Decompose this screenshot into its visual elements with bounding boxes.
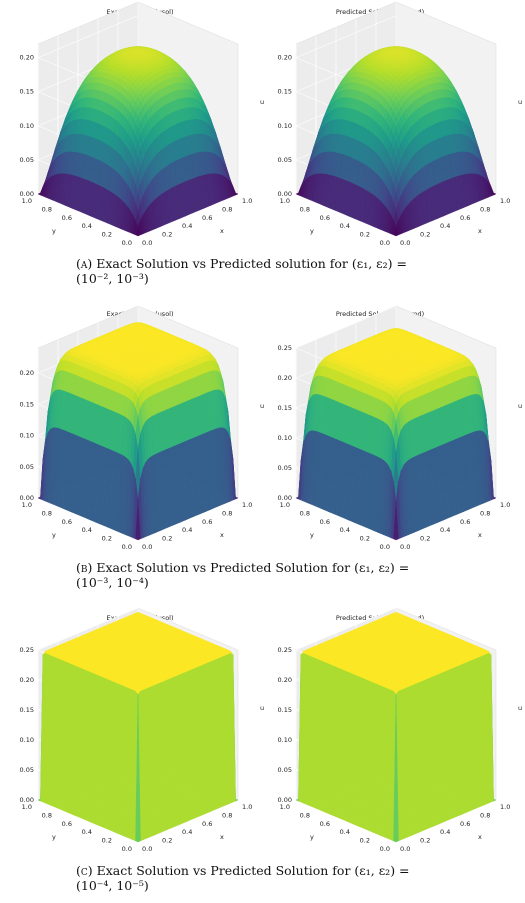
y-tick-label: 1.0 — [22, 501, 32, 509]
x-tick-label: 0.0 — [142, 543, 152, 551]
x-tick-label: 0.8 — [480, 205, 490, 213]
z-tick-label: 0.20 — [20, 369, 34, 377]
surface — [37, 322, 239, 541]
caption-label: (a) — [76, 256, 93, 271]
x-tick-label: 0.6 — [202, 214, 212, 222]
z-tick-label: 0.20 — [278, 54, 292, 62]
x-axis-label: x — [220, 531, 224, 539]
y-axis-label: y — [52, 531, 56, 539]
x-tick-label: 1.0 — [242, 501, 252, 509]
z-tick-label: 0.15 — [278, 88, 292, 96]
z-tick-label: 0.05 — [20, 463, 34, 471]
x-tick-label: 0.4 — [182, 526, 192, 534]
y-tick-label: 0.6 — [62, 214, 72, 222]
surface-plot-a-exact: 0.00 0.05 0.10 0.15 0.20 0.0 0.2 0.4 0.6 0.8 1.0 0.… — [20, 1, 264, 247]
x-tick-label: 0.8 — [222, 509, 232, 517]
surface-plot-b-pred: 0.000.050.100.150.200.250.00.20.40.60.81… — [278, 305, 522, 551]
caption-a: (a) Exact Solution vs Predicted solution… — [76, 256, 446, 286]
y-tick-label: 0.4 — [82, 222, 92, 230]
caption-text: Exact Solution vs Predicted solution for… — [76, 256, 407, 286]
x-tick-label: 0.0 — [142, 239, 152, 247]
x-axis-label: x — [478, 227, 482, 235]
z-tick-label: 0.10 — [20, 122, 34, 130]
x-tick-label: 0.6 — [202, 518, 212, 526]
y-tick-label: 0.0 — [122, 239, 132, 247]
y-tick-label: 0.6 — [320, 214, 330, 222]
x-tick-label: 0.6 — [460, 214, 470, 222]
z-axis-label: u — [260, 98, 264, 106]
z-tick-label: 0.10 — [20, 432, 34, 440]
z-axis-label: u — [518, 98, 522, 106]
z-tick-label: 0.20 — [20, 54, 34, 62]
y-tick-label: 0.2 — [102, 231, 112, 239]
y-axis-label: y — [52, 227, 56, 235]
x-tick-label: 0.2 — [162, 535, 172, 543]
y-tick-label: 0.4 — [82, 526, 92, 534]
x-tick-label: 0.8 — [222, 205, 232, 213]
y-tick-label: 0.2 — [360, 231, 370, 239]
z-tick-label: 0.00 — [278, 190, 292, 198]
surface-patch — [393, 225, 399, 237]
y-axis-label: y — [310, 227, 314, 235]
y-tick-label: 0.0 — [122, 543, 132, 551]
z-tick-label: 0.00 — [20, 494, 34, 502]
surface-patch — [135, 225, 141, 237]
x-tick-label: 1.0 — [500, 197, 510, 205]
z-axis-label: u — [260, 402, 264, 410]
z-tick-label: 0.15 — [20, 400, 34, 408]
surface — [37, 46, 239, 237]
x-tick-label: 0.2 — [162, 231, 172, 239]
surface-plot-b-exact: 0.00 0.05 0.10 0.15 0.20 0.0 0.2 0.4 0.6 0.8 1.0 0.… — [20, 305, 264, 551]
z-tick-label: 0.00 — [20, 190, 34, 198]
surface-plot-a-pred: 0.00 0.05 0.10 0.15 0.20 0.0 0.2 0.4 0.6 0.8 1.0 0.… — [278, 1, 522, 247]
surface — [295, 46, 497, 237]
y-tick-label: 0.8 — [42, 509, 52, 517]
x-axis-label: x — [220, 227, 224, 235]
surface-patch — [135, 498, 141, 541]
z-tick-label: 0.15 — [20, 88, 34, 96]
z-tick-label: 0.05 — [278, 156, 292, 164]
z-tick-label: 0.05 — [20, 156, 34, 164]
y-tick-label: 1.0 — [280, 197, 290, 205]
y-tick-label: 1.0 — [22, 197, 32, 205]
y-tick-label: 0.6 — [62, 518, 72, 526]
x-tick-label: 0.4 — [182, 222, 192, 230]
y-tick-label: 0.4 — [340, 222, 350, 230]
y-tick-label: 0.0 — [380, 239, 390, 247]
z-tick-label: 0.10 — [278, 122, 292, 130]
y-tick-label: 0.2 — [102, 535, 112, 543]
y-tick-label: 0.8 — [300, 205, 310, 213]
x-tick-label: 0.4 — [440, 222, 450, 230]
x-tick-label: 0.0 — [400, 239, 410, 247]
x-tick-label: 1.0 — [242, 197, 252, 205]
y-tick-label: 0.8 — [42, 205, 52, 213]
x-tick-label: 0.2 — [420, 231, 430, 239]
